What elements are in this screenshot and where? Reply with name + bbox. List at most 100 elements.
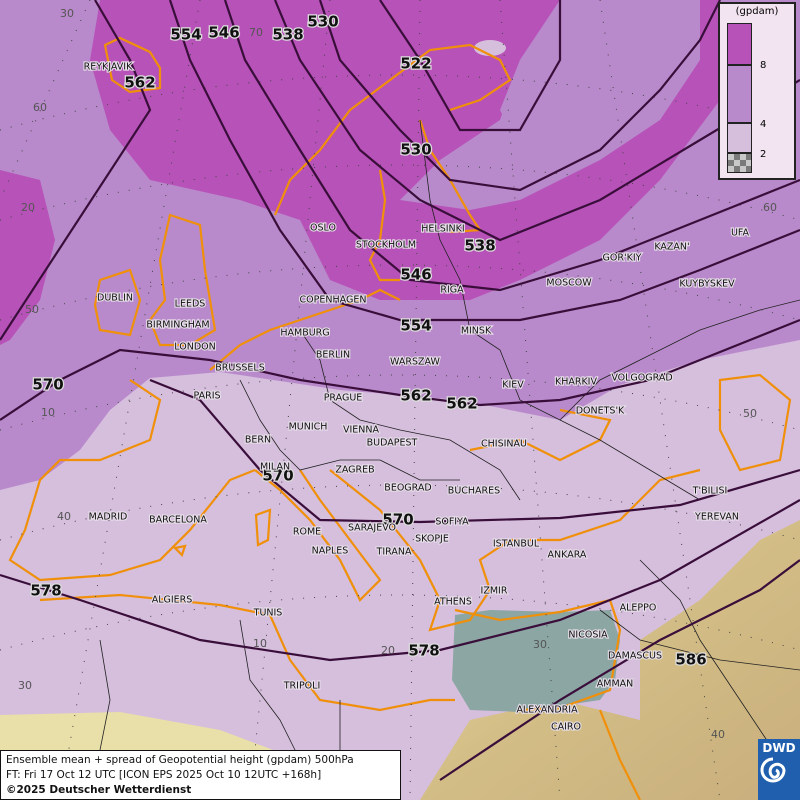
- graticule-label: 20: [21, 201, 35, 214]
- contour-label: 522: [400, 55, 431, 73]
- city-label: PRAGUE: [324, 393, 363, 404]
- city-label: ATHENS: [434, 597, 472, 608]
- city-label: KHARKIV: [555, 377, 598, 388]
- legend-bin-medium: [727, 65, 752, 123]
- city-label: BARCELONA: [149, 515, 207, 526]
- legend-bin-high: [727, 23, 752, 65]
- city-label: TUNIS: [253, 608, 283, 619]
- contour-label: 538: [464, 237, 495, 255]
- graticule-label: 10: [253, 637, 267, 650]
- spread-medium-area-north: [500, 0, 700, 150]
- contour-label: 578: [30, 582, 61, 600]
- legend-tick: 2: [760, 149, 767, 160]
- spread-high-area: [90, 0, 720, 300]
- city-label: ISTANBUL: [493, 539, 540, 550]
- contour-label: 546: [400, 266, 431, 284]
- contour-label: 578: [408, 642, 439, 660]
- legend-bin-low: [727, 123, 752, 153]
- dwd-swirl-icon: [760, 757, 786, 783]
- city-label: ALGIERS: [152, 595, 193, 606]
- city-label: BUCHARES: [448, 486, 500, 497]
- city-label: COPENHAGEN: [300, 295, 367, 306]
- city-label: MILAN: [260, 462, 290, 473]
- legend-tick: 4: [760, 119, 767, 130]
- copyright: ©2025 Deutscher Wetterdienst: [6, 784, 192, 796]
- city-label: SKOPJE: [415, 534, 449, 545]
- city-label: VOLGOGRAD: [611, 373, 672, 384]
- city-label: KAZAN': [654, 242, 689, 253]
- city-label: MOSCOW: [546, 278, 592, 289]
- city-label: ZAGREB: [335, 465, 374, 476]
- graticule-label: 70: [249, 26, 263, 39]
- legend-tick: 8: [760, 60, 767, 71]
- graticule-labels: 30 60 20 50 10 40 30 20 10 30 40 50 60 70: [18, 7, 777, 741]
- contour-label: 570: [382, 511, 413, 529]
- city-label: LEEDS: [175, 299, 206, 310]
- contour-label: 562: [400, 387, 431, 405]
- spread-high-area-west: [0, 170, 55, 345]
- city-label: BIRMINGHAM: [146, 320, 209, 331]
- city-label: BRUSSELS: [215, 363, 264, 374]
- city-label: HELSINKI: [421, 224, 464, 235]
- city-label: YEREVAN: [694, 512, 739, 523]
- city-label: CHISINAU: [481, 439, 527, 450]
- graticule-label: 50: [743, 407, 757, 420]
- city-label: ROME: [293, 527, 321, 538]
- graticule-label: 20: [381, 644, 395, 657]
- contour-label: 538: [272, 26, 303, 44]
- city-label: BERLIN: [316, 350, 350, 361]
- city-label: CAIRO: [551, 722, 581, 733]
- spread-low-patch: [474, 40, 506, 56]
- city-label: LONDON: [174, 342, 215, 353]
- graticule-label: 60: [33, 101, 47, 114]
- city-label: MUNICH: [289, 422, 328, 433]
- graticule-label: 40: [711, 728, 725, 741]
- contour-label: 562: [446, 395, 477, 413]
- coastlines: [8, 36, 792, 800]
- city-labels: REYKJAVIK OSLO STOCKHOLM HELSINKI RIGA MOSCOW…: [83, 60, 751, 733]
- forecast-time: FT: Fri 17 Oct 12 UTC [ICON EPS 2025 Oct…: [6, 769, 322, 781]
- map-title: Ensemble mean + spread of Geopotential h…: [6, 754, 354, 766]
- contour-label: 530: [400, 141, 431, 159]
- geopotential-contours: [0, 0, 800, 781]
- city-label: GOR'KIY: [603, 253, 642, 264]
- graticule-label: 30: [533, 638, 547, 651]
- city-label: BEOGRAD: [384, 483, 431, 494]
- contour-label: 554: [170, 26, 201, 44]
- city-label: DUBLIN: [97, 293, 133, 304]
- dwd-logo: DWD: [758, 739, 800, 800]
- city-label: PARIS: [193, 391, 220, 402]
- map-caption: Ensemble mean + spread of Geopotential h…: [0, 750, 401, 800]
- contour-label: 530: [307, 13, 338, 31]
- contour-label: 554: [400, 317, 431, 335]
- contour-label: 546: [208, 24, 239, 42]
- city-label: UFA: [731, 228, 750, 239]
- graticule-label: 40: [57, 510, 71, 523]
- city-label: SOFIYA: [435, 517, 469, 528]
- city-label: DAMASCUS: [608, 651, 662, 662]
- city-label: BERN: [245, 435, 271, 446]
- contour-label: 562: [124, 74, 155, 92]
- city-label: AMMAN: [597, 679, 634, 690]
- legend-unit: (gpdam): [735, 6, 779, 17]
- city-label: HAMBURG: [280, 328, 329, 339]
- graticule-label: 10: [41, 406, 55, 419]
- city-label: NAPLES: [312, 546, 349, 557]
- city-label: MINSK: [461, 326, 492, 337]
- city-label: STOCKHOLM: [356, 240, 416, 251]
- graticule-label: 30: [18, 679, 32, 692]
- city-label: TRIPOLI: [283, 681, 321, 692]
- city-label: BUDAPEST: [367, 438, 418, 449]
- graticule-label: 30: [60, 7, 74, 20]
- city-label: KIEV: [502, 380, 524, 391]
- city-label: DONETS'K: [576, 406, 625, 417]
- city-label: KUYBYSKEV: [679, 279, 735, 290]
- city-label: ANKARA: [548, 550, 587, 561]
- city-label: VIENNA: [343, 425, 380, 436]
- contour-label: 586: [675, 651, 706, 669]
- city-label: T'BILISI: [692, 486, 728, 497]
- contour-label: 570: [262, 467, 293, 485]
